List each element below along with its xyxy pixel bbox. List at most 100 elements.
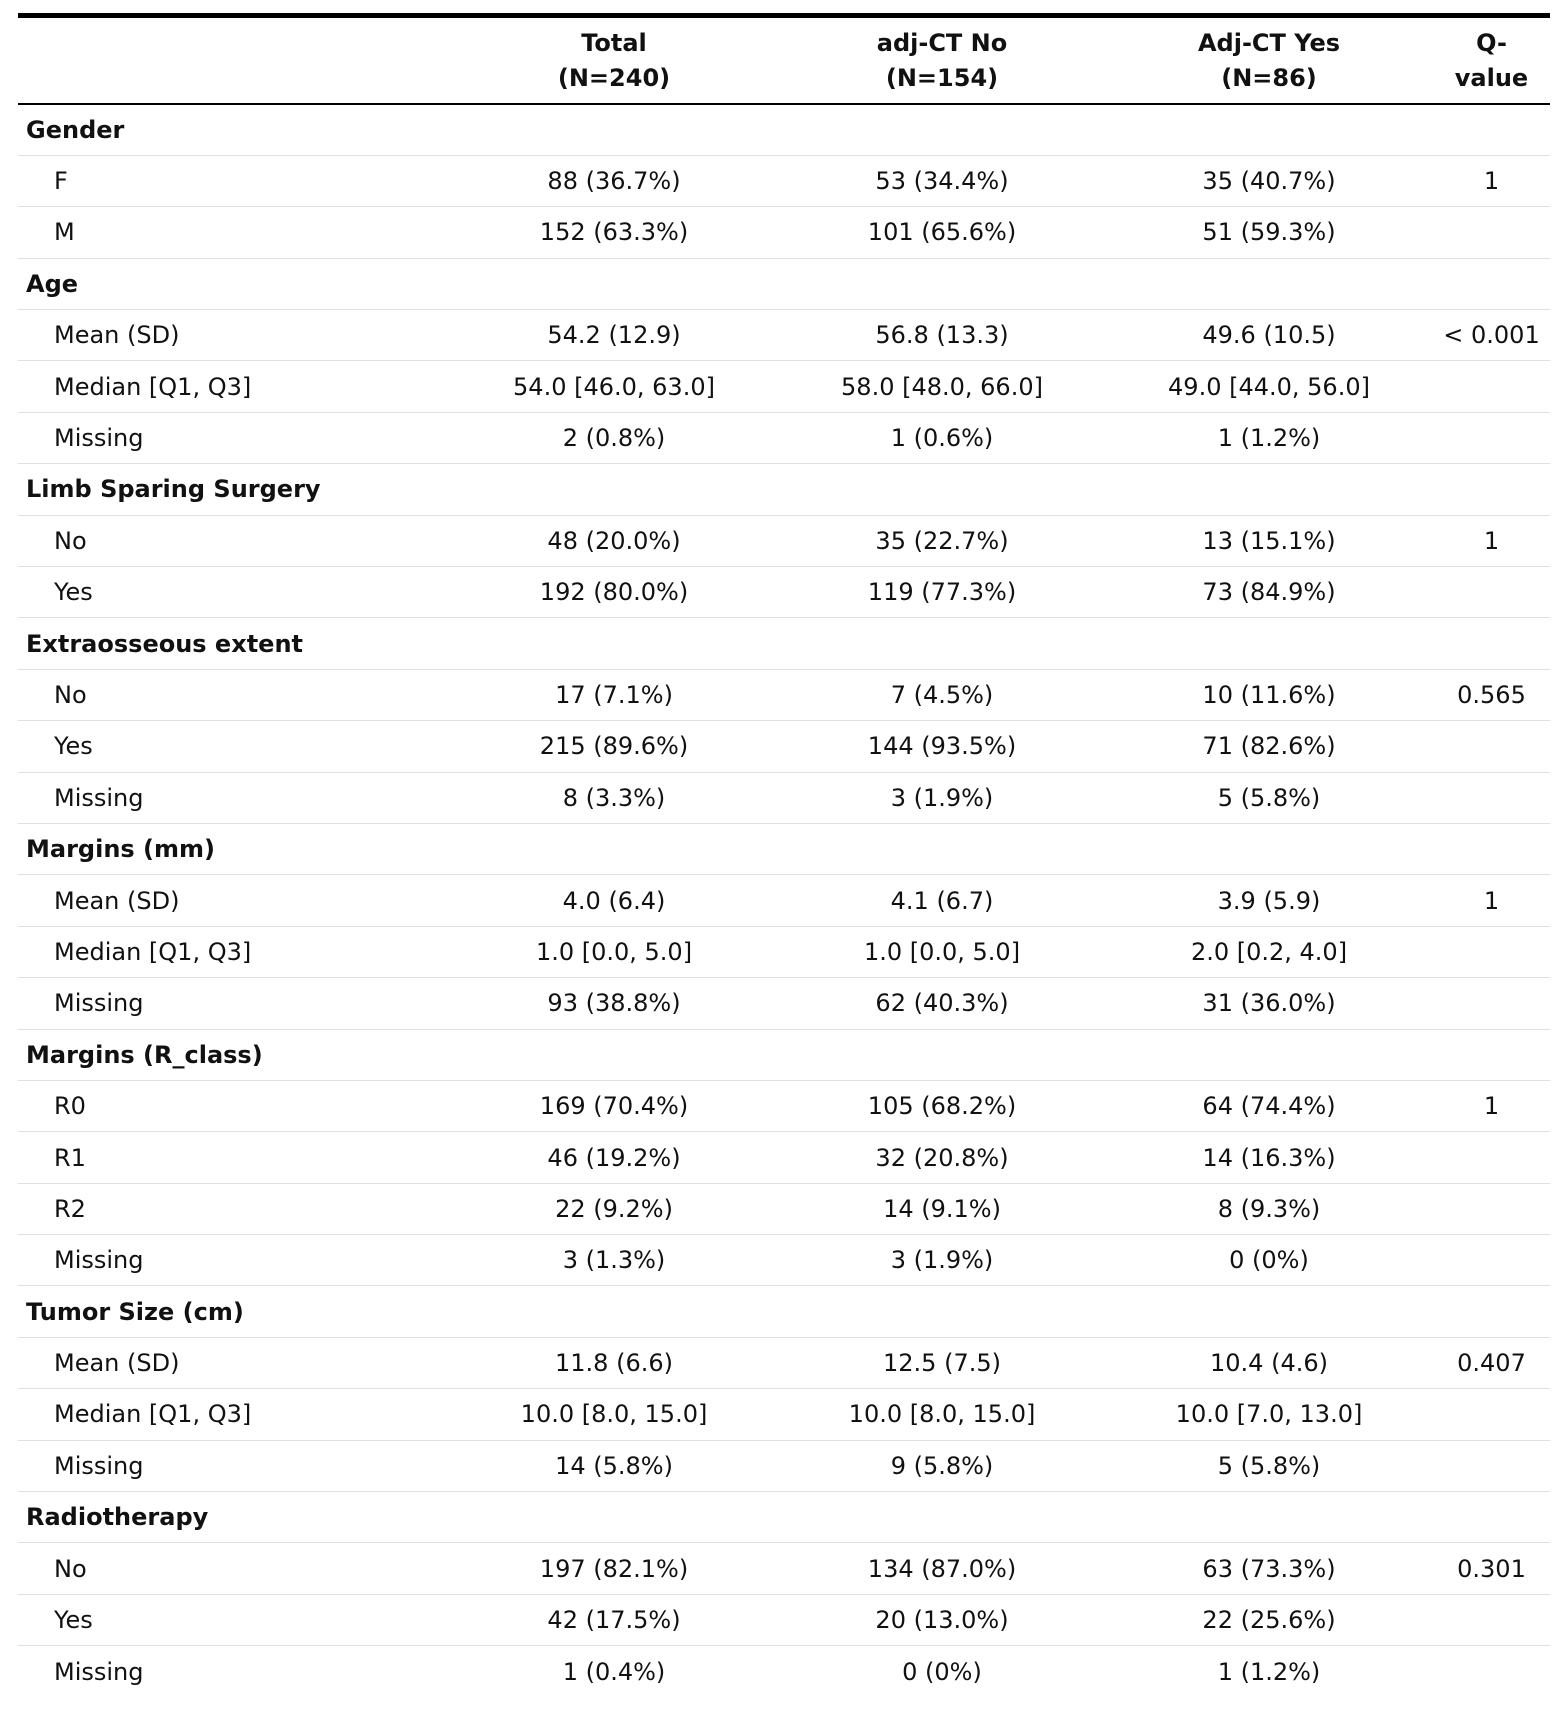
table-row: R1 46 (19.2%) 32 (20.8%) 14 (16.3%) (18, 1132, 1550, 1184)
table-row: Yes 192 (80.0%) 119 (77.3%) 73 (84.9%) (18, 567, 1550, 618)
cell-total: 11.8 (6.6) (555, 1349, 673, 1378)
cell-q-value (1433, 1132, 1550, 1183)
header-adj-yes: Adj-CT Yes (N=86) (1105, 16, 1433, 105)
empty-cell (779, 823, 1105, 874)
empty-cell (1105, 1286, 1433, 1337)
row-label: Median [Q1, Q3] (54, 937, 252, 966)
cell-adj-no: 14 (9.1%) (883, 1194, 1001, 1223)
table-row: No 17 (7.1%) 7 (4.5%) 10 (11.6%) 0.565 (18, 669, 1550, 721)
cell-total: 48 (20.0%) (547, 526, 681, 555)
cell-adj-yes: 10 (11.6%) (1202, 680, 1336, 709)
header-adj-yes-title: Adj-CT Yes (1197, 28, 1341, 57)
row-label: M (54, 218, 75, 247)
group-header-row: Extraosseous extent (18, 618, 1550, 670)
cell-total: 54.2 (12.9) (547, 321, 681, 350)
table-row: Missing 1 (0.4%) 0 (0%) 1 (1.2%) (18, 1646, 1550, 1697)
row-label: Mean (SD) (54, 1349, 180, 1378)
cell-q-value: 0.565 (1457, 680, 1526, 709)
empty-cell (1105, 618, 1433, 669)
row-label: Missing (54, 783, 144, 812)
cell-q-value (1433, 1389, 1550, 1440)
empty-cell (1105, 258, 1433, 309)
row-label: No (54, 526, 87, 555)
cell-q-value: < 0.001 (1443, 321, 1540, 350)
empty-cell (1105, 823, 1433, 874)
group-header-row: Radiotherapy (18, 1492, 1550, 1543)
cell-total: 192 (80.0%) (539, 578, 689, 607)
empty-cell (779, 1286, 1105, 1337)
cell-total: 4.0 (6.4) (562, 886, 666, 915)
cell-adj-yes: 5 (5.8%) (1217, 1451, 1321, 1480)
cell-total: 1.0 [0.0, 5.0] (535, 937, 693, 966)
group-header-row: Gender (18, 104, 1550, 156)
cell-q-value (1433, 1440, 1550, 1491)
table-row: Yes 42 (17.5%) 20 (13.0%) 22 (25.6%) (18, 1594, 1550, 1646)
row-label: F (54, 167, 68, 196)
row-label: No (54, 680, 87, 709)
empty-cell (449, 1029, 779, 1080)
cell-q-value: 0.407 (1457, 1349, 1526, 1378)
table-row: Mean (SD) 54.2 (12.9) 56.8 (13.3) 49.6 (10.… (18, 310, 1550, 361)
cell-adj-yes: 10.4 (4.6) (1210, 1349, 1328, 1378)
row-label: Missing (54, 1451, 144, 1480)
table-row: Mean (SD) 11.8 (6.6) 12.5 (7.5) 10.4 (4.6) 0… (18, 1337, 1550, 1389)
row-label: Missing (54, 424, 144, 453)
header-total-n: (N=240) (557, 63, 671, 92)
cell-adj-no: 62 (40.3%) (875, 989, 1009, 1018)
group-header-row: Margins (mm) (18, 823, 1550, 875)
cell-total: 3 (1.3%) (562, 1246, 666, 1275)
cell-adj-yes: 22 (25.6%) (1202, 1606, 1336, 1635)
group-header-row: Margins (R_class) (18, 1029, 1550, 1081)
cell-q-value (1433, 567, 1550, 618)
cell-adj-yes: 10.0 [7.0, 13.0] (1175, 1400, 1363, 1429)
table-row: Missing 14 (5.8%) 9 (5.8%) 5 (5.8%) (18, 1440, 1550, 1492)
cell-adj-no: 35 (22.7%) (875, 526, 1009, 555)
group-header-row: Tumor Size (cm) (18, 1286, 1550, 1338)
table-row: Mean (SD) 4.0 (6.4) 4.1 (6.7) 3.9 (5.9) 1 (18, 875, 1550, 927)
empty-cell (1433, 104, 1550, 155)
table-row: No 197 (82.1%) 134 (87.0%) 63 (73.3%) 0.301 (18, 1543, 1550, 1595)
empty-cell (779, 618, 1105, 669)
cell-adj-no: 1 (0.6%) (890, 424, 994, 453)
cell-q-value: 1 (1483, 886, 1500, 915)
group-label: Margins (mm) (26, 835, 215, 864)
empty-cell (449, 464, 779, 515)
empty-cell (779, 1492, 1105, 1543)
cell-adj-yes: 71 (82.6%) (1202, 732, 1336, 761)
cell-q-value (1433, 1594, 1550, 1645)
cell-adj-yes: 49.0 [44.0, 56.0] (1168, 372, 1370, 401)
empty-cell (1105, 1492, 1433, 1543)
cell-adj-no: 32 (20.8%) (875, 1143, 1009, 1172)
group-label: Gender (26, 115, 125, 144)
cell-adj-no: 4.1 (6.7) (890, 886, 994, 915)
cell-q-value (1433, 361, 1550, 412)
group-label: Radiotherapy (26, 1503, 209, 1532)
group-label: Extraosseous extent (26, 629, 303, 658)
empty-cell (449, 1492, 779, 1543)
cell-q-value: 1 (1483, 1092, 1500, 1121)
cell-adj-no: 0 (0%) (902, 1657, 982, 1686)
cell-adj-yes: 1 (1.2%) (1217, 424, 1321, 453)
table-row: Missing 2 (0.8%) 1 (0.6%) 1 (1.2%) (18, 412, 1550, 464)
header-adj-no-title: adj-CT No (876, 28, 1008, 57)
cell-total: 46 (19.2%) (547, 1143, 681, 1172)
group-label: Age (26, 269, 79, 298)
empty-cell (1433, 1029, 1550, 1080)
empty-cell (449, 104, 779, 155)
cell-total: 197 (82.1%) (539, 1554, 689, 1583)
table-row: F 88 (36.7%) 53 (34.4%) 35 (40.7%) 1 (18, 155, 1550, 207)
table-body: Gender F 88 (36.7%) 53 (34.4%) 35 (40.7%) 1 M 1… (18, 104, 1550, 1697)
cell-adj-no: 119 (77.3%) (867, 578, 1017, 607)
cell-q-value: 0.301 (1457, 1554, 1526, 1583)
empty-cell (779, 258, 1105, 309)
cell-total: 88 (36.7%) (547, 167, 681, 196)
cell-adj-no: 9 (5.8%) (890, 1451, 994, 1480)
cell-total: 152 (63.3%) (539, 218, 689, 247)
table-row: No 48 (20.0%) 35 (22.7%) 13 (15.1%) 1 (18, 515, 1550, 567)
empty-cell (779, 1029, 1105, 1080)
cell-q-value (1433, 772, 1550, 823)
cell-adj-no: 7 (4.5%) (890, 680, 994, 709)
header-adj-yes-n: (N=86) (1221, 63, 1317, 92)
cell-adj-no: 101 (65.6%) (867, 218, 1017, 247)
table-container: Total (N=240) adj-CT No (N=154) Adj-CT Y… (18, 13, 1550, 1697)
